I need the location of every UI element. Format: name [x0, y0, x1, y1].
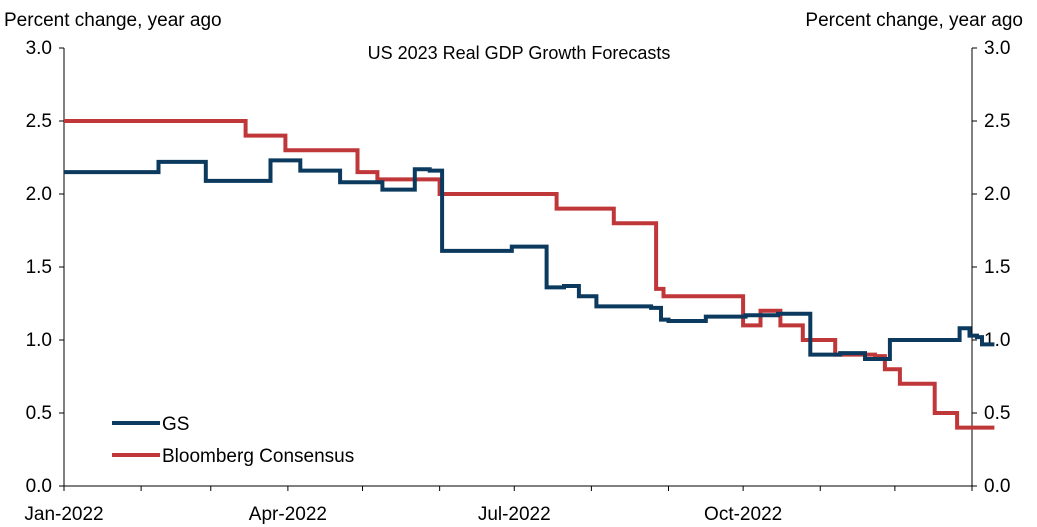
right-y-tick-label: 1.0 — [984, 330, 1010, 351]
left-y-tick-label: 1.0 — [26, 330, 52, 351]
series-line-gs — [64, 158, 995, 361]
left-y-tick-label: 3.0 — [26, 38, 52, 59]
left-axis-label: Percent change, year ago — [4, 10, 222, 31]
left-y-tick-label: 0.0 — [26, 476, 52, 497]
series-line-bloomberg-consensus — [64, 119, 995, 430]
right-y-tick-label: 2.0 — [984, 184, 1010, 205]
right-axis-label: Percent change, year ago — [805, 10, 1023, 31]
left-y-tick-label: 2.5 — [26, 111, 52, 132]
legend-label: GS — [162, 414, 189, 435]
right-y-tick-label: 1.5 — [984, 257, 1010, 278]
x-tick-label: Jul-2022 — [478, 504, 551, 525]
x-tick-label: Oct-2022 — [704, 504, 782, 525]
chart-title: US 2023 Real GDP Growth Forecasts — [368, 43, 671, 63]
axes: 0.0 0.0 0.5 0.5 1.0 1.0 1.5 1.5 2.0 2.0 2.5 2.5 3.0 3… — [24, 38, 1010, 525]
series-layer — [64, 119, 995, 430]
legend: GS Bloomberg Consensus — [112, 414, 354, 467]
legend-label: Bloomberg Consensus — [162, 446, 354, 467]
left-y-tick-label: 2.0 — [26, 184, 52, 205]
right-y-tick-label: 2.5 — [984, 111, 1010, 132]
right-y-tick-label: 0.0 — [984, 476, 1010, 497]
x-tick-label: Jan-2022 — [24, 504, 103, 525]
left-y-tick-label: 0.5 — [26, 403, 52, 424]
right-y-tick-label: 0.5 — [984, 403, 1010, 424]
x-tick-label: Apr-2022 — [249, 504, 327, 525]
right-y-tick-label: 3.0 — [984, 38, 1010, 59]
left-y-tick-label: 1.5 — [26, 257, 52, 278]
